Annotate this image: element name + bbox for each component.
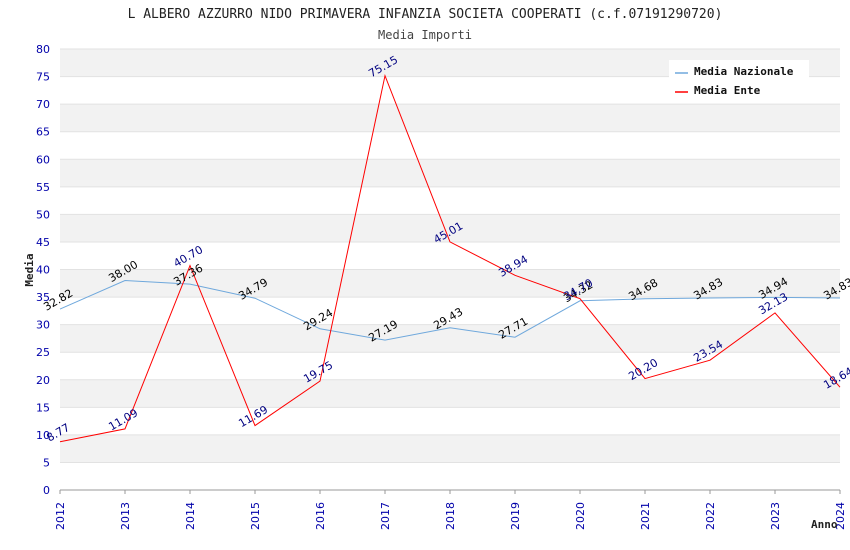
- grid-band: [60, 407, 840, 435]
- grid-band: [60, 214, 840, 242]
- grid-band: [60, 462, 840, 490]
- grid-bands: [60, 49, 840, 490]
- y-tick-label: 65: [36, 126, 50, 139]
- y-tick-label: 0: [43, 484, 50, 497]
- legend-label-media-nazionale: Media Nazionale: [694, 65, 794, 78]
- chart-title: L ALBERO AZZURRO NIDO PRIMAVERA INFANZIA…: [128, 7, 723, 22]
- y-tick-label: 60: [36, 153, 50, 166]
- chart-subtitle: Media Importi: [378, 28, 472, 42]
- x-tick-label: 2013: [119, 502, 132, 530]
- y-tick-label: 35: [36, 291, 50, 304]
- y-tick-label: 20: [36, 374, 50, 387]
- series-lines: [59, 73, 841, 443]
- x-tick-label: 2021: [639, 502, 652, 530]
- x-axis-label: Anno: [811, 518, 838, 531]
- y-axis-ticks: 0 5 10 15 20 25 30 35 40 45 50 55 60 65 70 75 80: [36, 43, 50, 497]
- legend: Media Nazionale Media Ente: [669, 60, 809, 102]
- x-axis-ticks: 2012 2013 2014 2015 2016 2017 2018 2019 2020 2021…: [54, 490, 847, 530]
- grid-band: [60, 352, 840, 380]
- y-tick-label: 50: [36, 208, 50, 221]
- y-tick-label: 10: [36, 429, 50, 442]
- x-tick-label: 2017: [379, 502, 392, 530]
- y-tick-label: 55: [36, 181, 50, 194]
- grid-band: [60, 186, 840, 215]
- y-tick-label: 70: [36, 98, 50, 111]
- grid-band: [60, 159, 840, 187]
- y-tick-label: 25: [36, 346, 50, 359]
- y-tick-label: 30: [36, 319, 50, 332]
- grid-band: [60, 434, 840, 463]
- grid-band: [60, 104, 840, 132]
- legend-label-media-ente: Media Ente: [694, 84, 761, 97]
- y-tick-label: 45: [36, 236, 50, 249]
- x-tick-label: 2024: [834, 502, 847, 530]
- y-tick-label: 15: [36, 401, 50, 414]
- y-tick-label: 5: [43, 456, 50, 469]
- x-tick-label: 2020: [574, 502, 587, 530]
- grid-band: [60, 379, 840, 408]
- x-tick-label: 2019: [509, 502, 522, 530]
- grid-band: [60, 269, 840, 298]
- series-line-media-nazionale: [59, 279, 841, 341]
- series-line-media-ente: [59, 73, 841, 443]
- x-tick-label: 2012: [54, 502, 67, 530]
- grid-band: [60, 131, 840, 160]
- y-tick-label: 40: [36, 264, 50, 277]
- x-tick-label: 2022: [704, 502, 717, 530]
- y-tick-label: 80: [36, 43, 50, 56]
- x-tick-label: 2023: [769, 502, 782, 530]
- grid-band: [60, 324, 840, 353]
- x-tick-label: 2015: [249, 502, 262, 530]
- y-tick-label: 75: [36, 71, 50, 84]
- y-axis-label: Media: [23, 253, 36, 286]
- x-tick-label: 2014: [184, 502, 197, 530]
- grid-lines: [60, 48, 840, 491]
- legend-box: [669, 60, 809, 102]
- x-tick-label: 2016: [314, 502, 327, 530]
- grid-band: [60, 297, 840, 325]
- x-tick-label: 2018: [444, 502, 457, 530]
